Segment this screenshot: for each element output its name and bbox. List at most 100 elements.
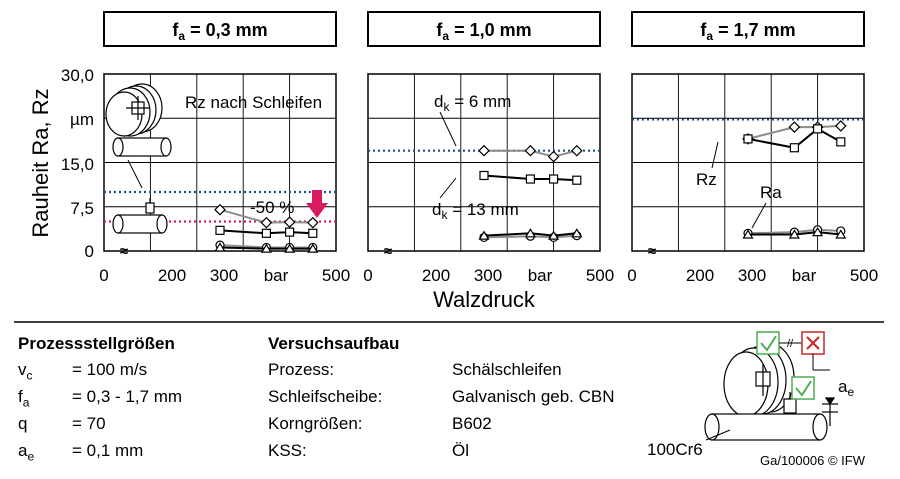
x-tick-label: 0 xyxy=(99,266,108,285)
series-line xyxy=(483,234,577,239)
data-point-diamond xyxy=(260,216,273,229)
leader-material xyxy=(705,429,731,441)
check-icon-bottom xyxy=(791,376,815,400)
series-line xyxy=(747,124,841,140)
param-row: q xyxy=(18,414,28,433)
x-tick-label: bar xyxy=(792,266,817,285)
x-tick-label: 200 xyxy=(686,266,714,285)
data-point-square xyxy=(308,228,318,238)
annotation-dk6: dk = 6 mm xyxy=(434,92,511,114)
x-tick-label: bar xyxy=(528,266,553,285)
x-tick-label: 500 xyxy=(850,266,878,285)
param-row: ae xyxy=(18,441,35,464)
series-line xyxy=(483,174,577,182)
data-point-square xyxy=(215,225,225,235)
series-line xyxy=(219,208,313,224)
data-point-triangle xyxy=(524,228,536,238)
param-value: = 70 xyxy=(72,414,106,433)
grinding-wheel-icon xyxy=(105,83,163,137)
x-tick-label: 300 xyxy=(210,266,238,285)
param-value: = 100 m/s xyxy=(72,360,148,379)
series-line xyxy=(219,244,313,249)
plot-frame xyxy=(631,73,865,252)
data-point-square xyxy=(789,143,800,153)
y-tick-15: 15,0 xyxy=(61,155,94,174)
setup-value: Schälschleifen xyxy=(452,360,562,379)
series-line xyxy=(748,231,841,236)
plot-panel-2: 0 200 300 bar 500 xyxy=(363,73,614,285)
svg-text:fa = 1,0 mm: fa = 1,0 mm xyxy=(436,20,531,43)
series-line xyxy=(484,149,578,158)
panel-title-3: fa = 1,7 mm xyxy=(631,11,865,47)
plot-frame xyxy=(367,73,601,252)
x-axis-label: Walzdruck xyxy=(433,287,536,312)
param-value: = 0,1 mm xyxy=(72,441,144,460)
data-point-square xyxy=(548,174,559,184)
y-tick-unit: µm xyxy=(70,110,94,129)
axis-break-1: ≈ xyxy=(120,243,128,260)
roller-tool-icon xyxy=(112,198,168,234)
leader-rz xyxy=(711,141,719,169)
data-point-triangle xyxy=(214,242,226,252)
annotation-minus-50: -50 % xyxy=(250,198,294,217)
data-point-triangle xyxy=(478,230,490,240)
down-arrow-icon xyxy=(306,190,328,218)
svg-text:fa = 0,3 mm: fa = 0,3 mm xyxy=(172,20,267,43)
data-point-diamond xyxy=(834,120,847,132)
plot-panel-1: 0 200 300 bar 500 xyxy=(99,73,350,285)
data-point-square xyxy=(836,137,846,147)
param-row: vc xyxy=(18,360,33,383)
plot-panel-3: 0 200 300 bar 500 xyxy=(627,73,878,285)
infeed-marker-icon xyxy=(822,397,838,426)
data-point-square xyxy=(525,174,536,184)
y-axis-label: Rauheit Ra, Rz xyxy=(28,88,53,237)
data-point-diamond xyxy=(524,144,537,157)
data-point-square xyxy=(479,170,489,181)
data-point-triangle xyxy=(835,229,847,239)
leader-dk6 xyxy=(439,111,457,147)
setup-value: B602 xyxy=(452,414,492,433)
data-point-diamond xyxy=(547,150,560,163)
panel-title-2: fa = 1,0 mm xyxy=(367,11,601,47)
data-point-triangle xyxy=(788,229,800,239)
leader-dk13 xyxy=(439,177,457,199)
data-point-square xyxy=(743,134,753,144)
x-tick-label: 200 xyxy=(158,266,186,285)
data-point-triangle xyxy=(812,226,824,237)
data-point-square xyxy=(572,175,582,185)
setup-wheel-icon xyxy=(723,343,795,417)
y-tick-30: 30,0 xyxy=(61,66,94,85)
setup-value: Öl xyxy=(452,441,469,460)
x-tick-label: 500 xyxy=(586,266,614,285)
data-point-diamond xyxy=(788,121,801,133)
connector-symbol: // xyxy=(787,338,794,350)
setup-value: Galvanisch geb. CBN xyxy=(452,387,615,406)
x-tick-label: 300 xyxy=(738,266,766,285)
svg-text:fa = 1,7 mm: fa = 1,7 mm xyxy=(700,20,795,43)
leader-wheel xyxy=(127,159,143,189)
data-point-square xyxy=(285,227,295,237)
annotation-dk13: dk = 13 mm xyxy=(432,200,519,222)
data-point-diamond xyxy=(478,144,490,157)
series-line xyxy=(483,232,577,237)
x-tick-label: 0 xyxy=(627,266,636,285)
data-point-diamond xyxy=(214,203,226,216)
data-point-square xyxy=(261,228,271,238)
setup-label: Schleifscheibe: xyxy=(268,387,383,406)
data-point-triangle xyxy=(260,243,272,253)
y-tick-7-5: 7,5 xyxy=(70,199,94,218)
setup-label: Korngrößen: xyxy=(268,414,363,433)
annotation-rz: Rz xyxy=(696,170,717,189)
data-point-triangle xyxy=(571,228,583,238)
x-tick-label: 200 xyxy=(422,266,450,285)
cross-icon xyxy=(801,331,825,355)
check-icon-top xyxy=(756,331,780,355)
setup-label: KSS: xyxy=(268,441,307,460)
params-title: Prozessstellgrößen xyxy=(18,334,175,353)
axis-break-3: ≈ xyxy=(648,243,656,260)
series-line xyxy=(219,229,313,235)
data-point-square xyxy=(812,124,823,134)
ae-label: ae xyxy=(838,377,854,399)
series-line xyxy=(747,127,842,149)
setup-title: Versuchsaufbau xyxy=(268,334,400,353)
